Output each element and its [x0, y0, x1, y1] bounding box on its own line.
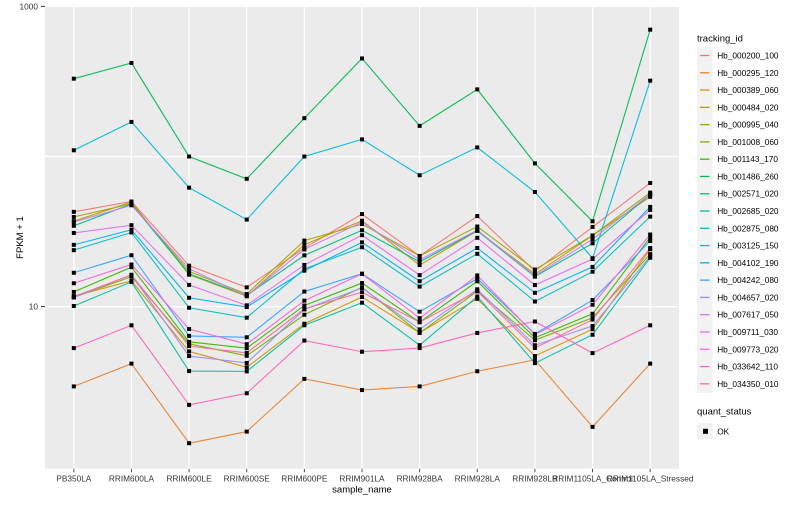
svg-text:RRIM1105LA_Stressed: RRIM1105LA_Stressed [607, 473, 694, 483]
svg-text:1000: 1000 [20, 1, 39, 11]
svg-text:Hb_034350_010: Hb_034350_010 [717, 379, 779, 389]
svg-text:RRIM928LA: RRIM928LA [455, 473, 501, 483]
svg-text:Hb_001008_060: Hb_001008_060 [717, 137, 779, 147]
svg-text:Hb_000200_100: Hb_000200_100 [717, 51, 779, 61]
svg-text:RRIM600PE: RRIM600PE [281, 473, 328, 483]
svg-text:Hb_009773_020: Hb_009773_020 [717, 344, 779, 354]
svg-text:Hb_000484_020: Hb_000484_020 [717, 102, 779, 112]
svg-text:RRIM901LA: RRIM901LA [339, 473, 385, 483]
svg-text:Hb_003125_150: Hb_003125_150 [717, 241, 779, 251]
svg-text:Hb_004102_190: Hb_004102_190 [717, 258, 779, 268]
svg-text:Hb_001486_260: Hb_001486_260 [717, 171, 779, 181]
svg-text:Hb_000389_060: Hb_000389_060 [717, 85, 779, 95]
svg-text:tracking_id: tracking_id [697, 34, 743, 45]
svg-text:RRIM928BA: RRIM928BA [397, 473, 444, 483]
svg-text:OK: OK [717, 426, 729, 436]
svg-text:Hb_000295_120: Hb_000295_120 [717, 68, 779, 78]
svg-text:Hb_001143_170: Hb_001143_170 [717, 154, 778, 164]
svg-text:RRIM600LA: RRIM600LA [109, 473, 155, 483]
svg-text:RRIM928LB: RRIM928LB [512, 473, 558, 483]
svg-text:RRIM600SE: RRIM600SE [224, 473, 271, 483]
svg-text:sample_name: sample_name [332, 485, 392, 496]
svg-text:quant_status: quant_status [697, 407, 752, 418]
svg-text:Hb_007617_050: Hb_007617_050 [717, 310, 779, 320]
svg-text:Hb_004242_080: Hb_004242_080 [717, 275, 779, 285]
svg-text:FPKM + 1: FPKM + 1 [15, 216, 26, 259]
svg-text:PB350LA: PB350LA [56, 473, 92, 483]
svg-text:Hb_009711_030: Hb_009711_030 [717, 327, 778, 337]
svg-text:Hb_002685_020: Hb_002685_020 [717, 206, 779, 216]
svg-text:Hb_004657_020: Hb_004657_020 [717, 292, 779, 302]
svg-text:Hb_000995_040: Hb_000995_040 [717, 120, 779, 130]
svg-text:Hb_002875_080: Hb_002875_080 [717, 223, 779, 233]
svg-text:10: 10 [29, 302, 39, 312]
svg-text:Hb_033642_110: Hb_033642_110 [717, 362, 778, 372]
svg-text:Hb_002571_020: Hb_002571_020 [717, 189, 779, 199]
svg-text:RRIM600LE: RRIM600LE [166, 473, 212, 483]
